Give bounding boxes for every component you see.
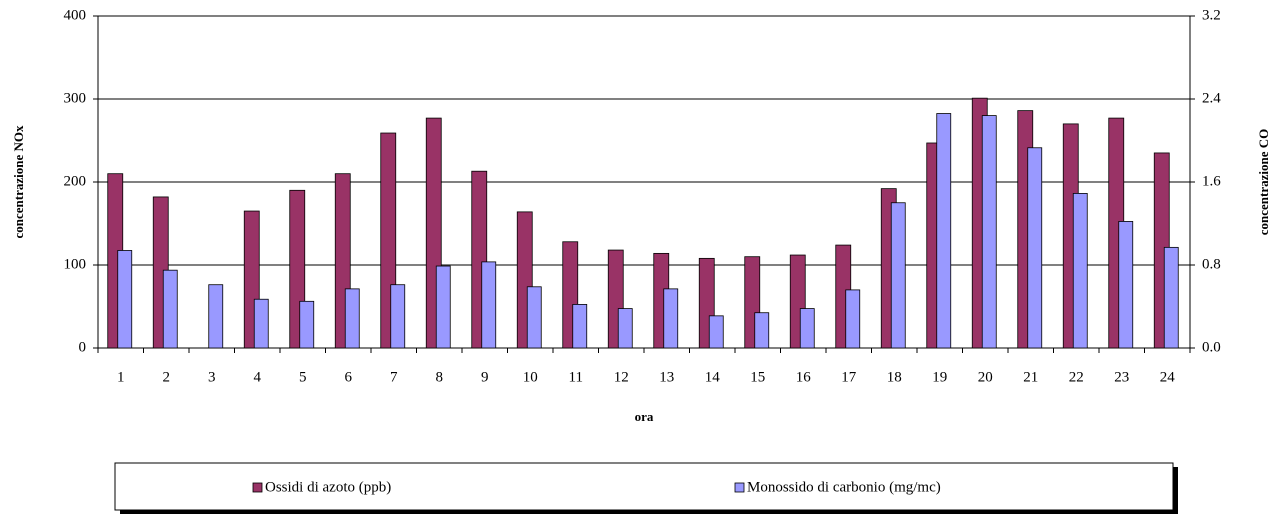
bar bbox=[1072, 193, 1088, 349]
x-tick-label: 2 bbox=[163, 369, 171, 385]
y2-tick-label: 2.4 bbox=[1202, 90, 1221, 106]
x-tick-label: 5 bbox=[299, 369, 307, 385]
bar bbox=[845, 289, 861, 349]
x-tick-label: 7 bbox=[390, 369, 398, 385]
bar bbox=[1118, 221, 1134, 349]
y-tick-label: 100 bbox=[64, 256, 87, 272]
y-tick-label: 300 bbox=[64, 90, 87, 106]
x-tick-label: 21 bbox=[1023, 369, 1038, 385]
bar bbox=[936, 113, 952, 349]
bar bbox=[1027, 147, 1043, 349]
legend-swatch bbox=[252, 482, 263, 493]
x-tick-label: 6 bbox=[345, 369, 353, 385]
x-axis-title: ora bbox=[635, 409, 654, 424]
x-tick-label: 19 bbox=[932, 369, 947, 385]
x-tick-label: 22 bbox=[1069, 369, 1084, 385]
x-tick-label: 13 bbox=[659, 369, 674, 385]
x-tick-label: 15 bbox=[750, 369, 765, 385]
x-tick-label: 20 bbox=[978, 369, 993, 385]
y2-tick-label: 0.0 bbox=[1202, 339, 1221, 355]
x-tick-label: 16 bbox=[796, 369, 812, 385]
y2-tick-label: 1.6 bbox=[1202, 173, 1221, 189]
bar bbox=[754, 312, 770, 349]
bar bbox=[890, 202, 906, 349]
x-tick-label: 9 bbox=[481, 369, 489, 385]
bar bbox=[981, 115, 997, 349]
bar bbox=[1163, 246, 1179, 349]
y-tick-label: 0 bbox=[79, 339, 87, 355]
bar bbox=[526, 286, 542, 349]
bar bbox=[572, 304, 588, 349]
bar bbox=[663, 288, 679, 349]
y2-tick-label: 3.2 bbox=[1202, 7, 1221, 23]
y-axis-title: concentrazione NOx bbox=[11, 125, 26, 239]
bar bbox=[481, 261, 497, 349]
x-tick-label: 1 bbox=[117, 369, 125, 385]
x-tick-label: 24 bbox=[1160, 369, 1176, 385]
x-tick-label: 8 bbox=[436, 369, 444, 385]
x-tick-label: 10 bbox=[523, 369, 538, 385]
y2-axis-title: concentrazione CO bbox=[1256, 129, 1271, 236]
x-tick-label: 14 bbox=[705, 369, 721, 385]
x-tick-label: 11 bbox=[569, 369, 583, 385]
y2-tick-label: 0.8 bbox=[1202, 256, 1221, 272]
bar bbox=[708, 315, 724, 349]
legend-label: Ossidi di azoto (ppb) bbox=[265, 479, 391, 495]
bar bbox=[435, 265, 451, 349]
y-tick-label: 200 bbox=[64, 173, 87, 189]
x-tick-label: 23 bbox=[1114, 369, 1129, 385]
legend-label: Monossido di carbonio (mg/mc) bbox=[747, 479, 941, 495]
x-tick-label: 3 bbox=[208, 369, 216, 385]
bar bbox=[208, 284, 224, 349]
x-tick-label: 4 bbox=[254, 369, 262, 385]
bar bbox=[162, 269, 178, 349]
x-tick-label: 12 bbox=[614, 369, 629, 385]
bar bbox=[344, 288, 360, 349]
y-tick-label: 400 bbox=[64, 7, 87, 23]
bar bbox=[117, 250, 133, 349]
legend-swatch bbox=[734, 482, 745, 493]
bar bbox=[799, 308, 815, 349]
bar bbox=[253, 298, 269, 349]
bar bbox=[299, 300, 315, 349]
x-tick-label: 18 bbox=[887, 369, 902, 385]
x-tick-label: 17 bbox=[841, 369, 857, 385]
bar bbox=[617, 308, 633, 349]
legend-box bbox=[114, 462, 1174, 511]
bar bbox=[390, 284, 406, 349]
